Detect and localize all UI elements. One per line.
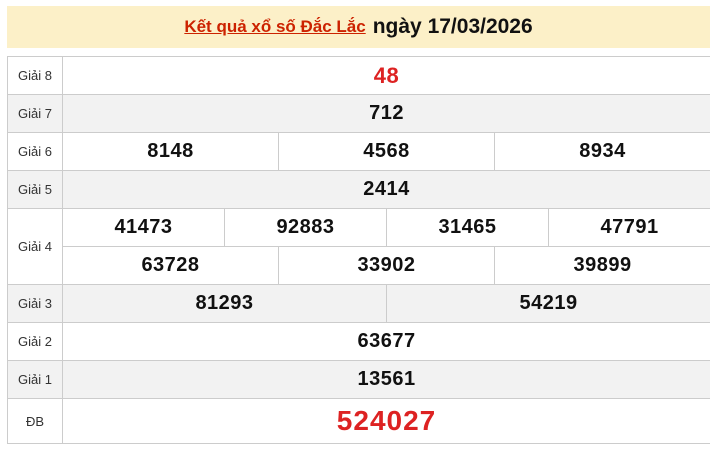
prize-8-value: 48 <box>61 56 710 95</box>
prize-4-value-1: 41473 <box>62 208 225 247</box>
row-label-giai-3: Giải 3 <box>7 284 63 323</box>
prize-special-value: 524027 <box>61 398 710 444</box>
row-label-giai-2: Giải 2 <box>7 322 63 361</box>
draw-date-text: ngày 17/03/2026 <box>372 15 533 38</box>
prize-4-value-2: 92883 <box>224 208 387 247</box>
prize-6-value-3: 8934 <box>493 132 710 171</box>
prize-6-value-2: 4568 <box>278 132 495 171</box>
prize-4-value-7: 39899 <box>493 246 710 285</box>
row-prize-4-line2: 63728 33902 39899 <box>8 246 710 285</box>
prize-4-value-6: 33902 <box>278 246 495 285</box>
row-prize-8: Giải 8 48 <box>7 56 710 95</box>
prize-4-value-5: 63728 <box>62 246 279 285</box>
row-prize-special: ĐB 524027 <box>7 398 710 444</box>
prize-5-value: 2414 <box>61 170 710 209</box>
prize-3-value-1: 81293 <box>62 284 387 323</box>
row-prize-3: Giải 3 81293 54219 <box>7 284 710 323</box>
row-prize-7: Giải 7 712 <box>7 94 710 133</box>
results-title-link[interactable]: Kết quả xổ số Đắc Lắc <box>184 17 366 36</box>
row-label-giai-8: Giải 8 <box>7 56 63 95</box>
row-label-giai-1: Giải 1 <box>7 360 63 399</box>
row-label-db: ĐB <box>7 398 63 444</box>
row-label-giai-7: Giải 7 <box>7 94 63 133</box>
prize-6-value-1: 8148 <box>62 132 279 171</box>
row-label-giai-5: Giải 5 <box>7 170 63 209</box>
results-table: Giải 8 48 Giải 7 712 Giải 6 8148 4568 89… <box>7 56 710 444</box>
prize-1-value: 13561 <box>61 360 710 399</box>
row-label-giai-4: Giải 4 <box>7 208 63 285</box>
prize-7-value: 712 <box>61 94 710 133</box>
prize-4-value-4: 47791 <box>547 208 710 247</box>
row-prize-5: Giải 5 2414 <box>7 170 710 209</box>
prize-4-value-3: 31465 <box>386 208 549 247</box>
prize-2-value: 63677 <box>61 322 710 361</box>
row-label-giai-6: Giải 6 <box>7 132 63 171</box>
row-prize-2: Giải 2 63677 <box>7 322 710 361</box>
row-prize-1: Giải 1 13561 <box>7 360 710 399</box>
row-prize-4-line1: Giải 4 41473 92883 31465 47791 <box>7 208 710 285</box>
page-header: Kết quả xổ số Đắc Lắc ngày 17/03/2026 <box>7 6 710 48</box>
row-prize-6: Giải 6 8148 4568 8934 <box>7 132 710 171</box>
prize-3-value-2: 54219 <box>385 284 710 323</box>
